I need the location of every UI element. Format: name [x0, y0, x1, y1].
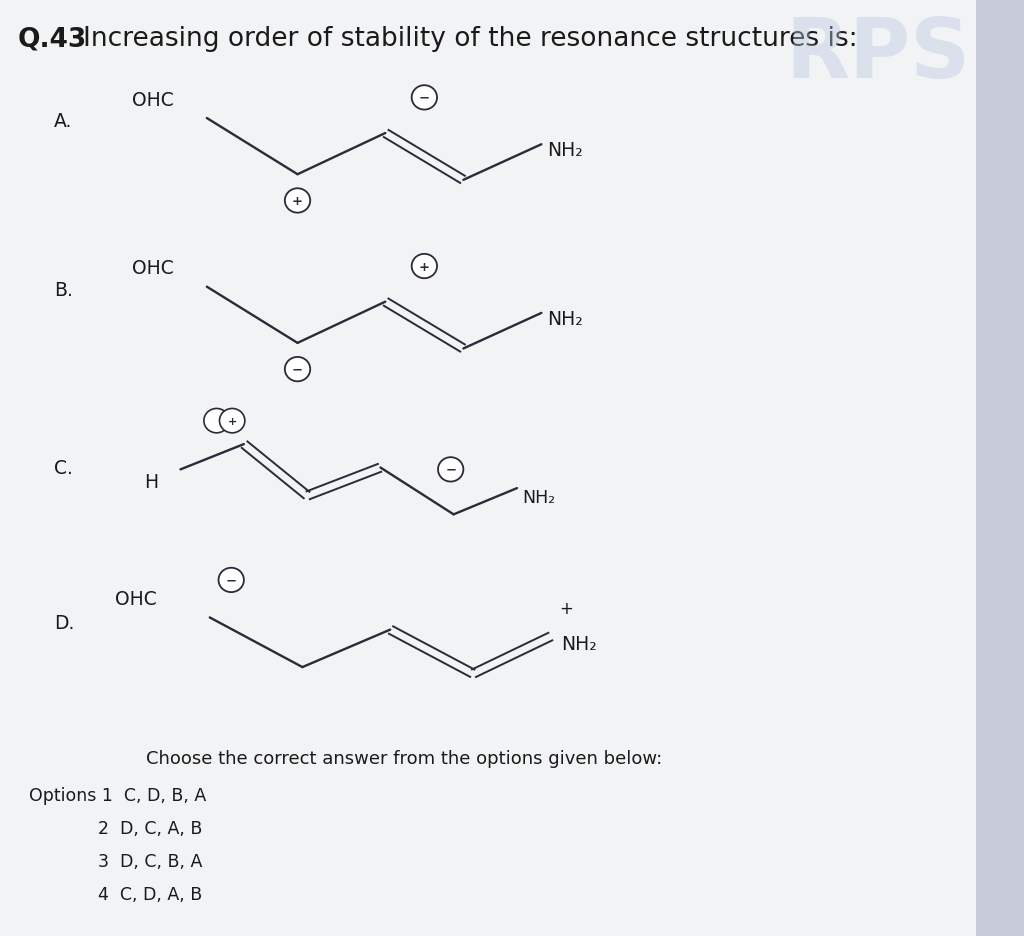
Circle shape	[438, 458, 464, 482]
Text: NH₂: NH₂	[561, 635, 597, 653]
Text: +: +	[227, 417, 237, 426]
Text: −: −	[292, 363, 303, 376]
Circle shape	[285, 189, 310, 213]
Text: OHC: OHC	[115, 590, 157, 608]
Text: −: −	[225, 574, 237, 587]
Text: H: H	[144, 473, 159, 491]
Text: Choose the correct answer from the options given below:: Choose the correct answer from the optio…	[146, 749, 663, 768]
Text: −: −	[419, 92, 430, 105]
Text: Options 1  C, D, B, A: Options 1 C, D, B, A	[30, 786, 207, 805]
Text: +: +	[559, 599, 572, 618]
Text: −: −	[445, 463, 457, 476]
Text: +: +	[292, 195, 303, 208]
Text: NH₂: NH₂	[547, 141, 583, 160]
Circle shape	[285, 358, 310, 382]
Circle shape	[218, 568, 244, 592]
Circle shape	[412, 86, 437, 110]
Text: 2  D, C, A, B: 2 D, C, A, B	[97, 819, 202, 838]
Text: NH₂: NH₂	[522, 489, 555, 507]
Circle shape	[219, 409, 245, 433]
Text: B.: B.	[53, 281, 73, 300]
Text: RPS: RPS	[785, 14, 971, 95]
Text: Q.43: Q.43	[17, 26, 87, 52]
Text: +: +	[419, 260, 430, 273]
Text: A.: A.	[53, 112, 72, 131]
Text: OHC: OHC	[132, 259, 173, 278]
Circle shape	[204, 409, 229, 433]
Circle shape	[412, 255, 437, 279]
Text: C.: C.	[53, 459, 73, 477]
FancyBboxPatch shape	[0, 0, 976, 936]
Text: 4  C, D, A, B: 4 C, D, A, B	[97, 885, 202, 903]
Text: Increasing order of stability of the resonance structures is:: Increasing order of stability of the res…	[83, 26, 857, 52]
Text: OHC: OHC	[132, 91, 173, 110]
Text: D.: D.	[53, 613, 74, 632]
Text: 3  D, C, B, A: 3 D, C, B, A	[97, 852, 202, 870]
Text: NH₂: NH₂	[547, 310, 583, 329]
